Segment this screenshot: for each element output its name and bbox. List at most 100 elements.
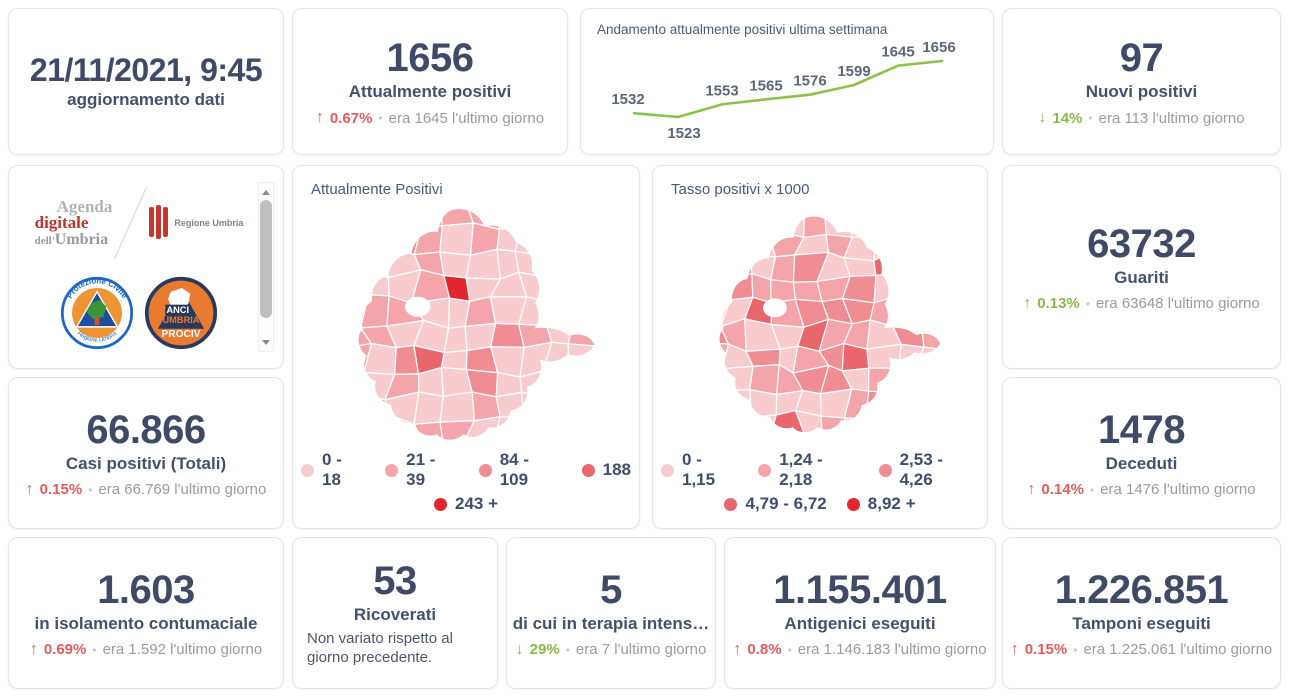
map-region[interactable]	[743, 209, 773, 237]
map-region[interactable]	[413, 391, 444, 425]
map-region[interactable]	[338, 270, 370, 304]
map-region[interactable]	[892, 296, 922, 327]
map-region[interactable]	[413, 421, 445, 444]
map-region[interactable]	[543, 225, 576, 257]
map-region[interactable]	[703, 408, 732, 435]
scroll-up-button[interactable]	[259, 185, 273, 199]
map-region[interactable]	[702, 389, 732, 412]
legend-item[interactable]: 188	[581, 450, 631, 490]
map-region[interactable]	[843, 417, 875, 435]
map-region[interactable]	[439, 391, 476, 423]
map-region[interactable]	[514, 201, 547, 233]
trend-line-chart-svg[interactable]: 1532 1523 1553 1565 1576 1599 1645 1656	[581, 37, 995, 151]
map-region[interactable]	[719, 234, 752, 257]
map-region[interactable]	[873, 236, 896, 262]
map-region[interactable]	[567, 322, 603, 348]
map-region[interactable]	[893, 390, 923, 420]
map-region[interactable]	[915, 390, 950, 420]
legend-item[interactable]: 1,24 - 2,18	[758, 450, 858, 490]
map-region[interactable]	[727, 389, 753, 418]
map-region[interactable]	[865, 211, 896, 240]
map-region[interactable]	[337, 368, 365, 398]
map-region[interactable]	[697, 278, 732, 301]
map-region[interactable]	[367, 270, 390, 297]
map-region[interactable]	[702, 367, 729, 395]
map-region[interactable]	[572, 250, 604, 281]
map-region[interactable]	[359, 294, 390, 329]
map-region[interactable]	[918, 212, 941, 236]
map-region[interactable]	[420, 201, 443, 228]
map-region[interactable]	[918, 251, 949, 280]
legend-item[interactable]: 2,53 - 4,26	[878, 450, 979, 490]
map-region[interactable]	[540, 393, 579, 425]
map-region[interactable]	[396, 201, 425, 229]
map-region[interactable]	[865, 390, 903, 420]
map-region[interactable]	[521, 391, 550, 425]
map-region[interactable]	[918, 231, 946, 259]
legend-item[interactable]: 0 - 1,15	[661, 450, 738, 490]
map-region[interactable]	[704, 210, 730, 239]
map-region[interactable]	[748, 388, 778, 418]
map-region[interactable]	[542, 370, 579, 398]
map-region[interactable]	[697, 232, 730, 252]
map-region[interactable]	[843, 257, 877, 277]
map-region[interactable]	[891, 272, 923, 301]
map-region[interactable]	[873, 250, 901, 276]
map-region[interactable]	[514, 221, 546, 258]
map-region[interactable]	[893, 365, 917, 394]
map-region[interactable]	[369, 414, 399, 447]
map-region[interactable]	[865, 408, 903, 439]
map-region[interactable]	[873, 272, 901, 304]
map-region[interactable]	[573, 414, 600, 440]
legend-item[interactable]: 21 - 39	[385, 450, 459, 490]
scrollbar-thumb[interactable]	[260, 200, 272, 318]
map-region[interactable]	[519, 416, 545, 447]
map-region[interactable]	[567, 343, 603, 376]
map-region[interactable]	[440, 349, 468, 371]
map-region[interactable]	[439, 251, 472, 279]
map-region[interactable]	[723, 209, 750, 239]
map-region[interactable]	[890, 212, 925, 240]
map-region[interactable]	[868, 367, 900, 394]
map-region[interactable]	[362, 201, 399, 229]
map-region[interactable]	[541, 252, 581, 281]
map-region[interactable]	[895, 408, 924, 439]
map-region[interactable]	[540, 417, 579, 446]
map-region[interactable]	[337, 393, 372, 423]
map-region[interactable]	[363, 246, 389, 279]
map-region[interactable]	[898, 343, 925, 369]
choropleth-map-attualmente-positivi[interactable]	[305, 201, 627, 447]
map-region[interactable]	[335, 225, 367, 252]
map-region[interactable]	[439, 201, 475, 227]
map-region[interactable]	[443, 325, 468, 354]
legend-item[interactable]: 4,79 - 6,72	[724, 494, 827, 514]
map-region[interactable]	[701, 341, 730, 373]
map-region[interactable]	[493, 416, 525, 447]
map-region[interactable]	[719, 250, 753, 283]
map-region[interactable]	[335, 247, 370, 275]
map-region[interactable]	[543, 201, 576, 233]
map-region[interactable]	[573, 201, 594, 232]
trend-line-chart[interactable]: 1532 1523 1553 1565 1576 1599 1645 1656	[581, 37, 993, 156]
legend-item[interactable]: 8,92 +	[846, 494, 916, 514]
legend-item[interactable]: 0 - 18	[301, 450, 365, 490]
map-region[interactable]	[890, 231, 925, 254]
map-region[interactable]	[573, 392, 604, 420]
map-region[interactable]	[574, 272, 604, 299]
choropleth-map-tasso-positivi[interactable]	[670, 209, 970, 439]
map-region[interactable]	[495, 391, 525, 418]
map-region[interactable]	[439, 222, 474, 256]
map-region[interactable]	[335, 201, 367, 233]
map-region[interactable]	[363, 225, 399, 249]
map-region[interactable]	[697, 250, 722, 283]
map-region[interactable]	[567, 365, 604, 395]
logos-scrollbar[interactable]	[258, 182, 274, 352]
map-region[interactable]	[915, 278, 950, 307]
map-region[interactable]	[915, 299, 945, 324]
map-region[interactable]	[540, 275, 581, 303]
map-region[interactable]	[343, 414, 373, 447]
map-region[interactable]	[413, 225, 443, 256]
map-region[interactable]	[721, 365, 754, 391]
map-region[interactable]	[748, 414, 778, 439]
map-region[interactable]	[915, 363, 944, 396]
